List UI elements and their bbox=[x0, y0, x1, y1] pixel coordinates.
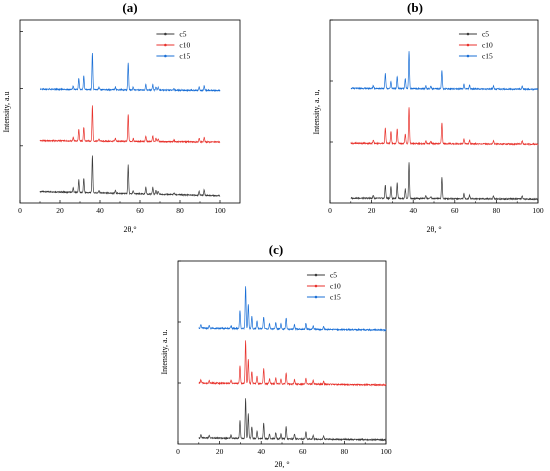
panel-c-legend-c15-marker bbox=[314, 295, 318, 299]
panel-c-y-axis-label: Intensity, a. u. bbox=[160, 329, 169, 374]
panel-b-plot-frame bbox=[329, 19, 539, 204]
panel-a-x-tick-60: 60 bbox=[136, 206, 144, 215]
panel-b-legend-c10-marker bbox=[466, 43, 470, 47]
panel-b-legend-c5-label: c5 bbox=[482, 30, 489, 39]
panel-b-x-ticks: 0 20 40 60 80 100 bbox=[328, 206, 544, 215]
panel-a-y-axis-label: Intensity, a.u bbox=[2, 91, 11, 132]
panel-c-legend-c10-marker bbox=[314, 284, 318, 288]
panel-b-x-tick-100: 100 bbox=[532, 206, 544, 215]
panel-c: (c) Intensity, a. u. 2θ, ° 0 20 40 60 80… bbox=[160, 242, 392, 469]
panel-b-series bbox=[350, 51, 539, 201]
panel-c-x-ticks: 0 20 40 60 80 100 bbox=[176, 447, 392, 456]
panel-b-y-axis-label: Intensity, a. u, bbox=[312, 89, 321, 134]
panel-a-tick-marks bbox=[19, 31, 221, 203]
panel-b-x-axis-label: 2θ, ° bbox=[426, 225, 441, 234]
panel-c-legend: c5 c10 c15 bbox=[306, 271, 341, 302]
panel-c-x-tick-0: 0 bbox=[176, 447, 180, 456]
panel-a-x-tick-20: 20 bbox=[56, 206, 64, 215]
panel-a-x-tick-80: 80 bbox=[176, 206, 184, 215]
panel-b-legend: c5 c10 c15 bbox=[458, 30, 493, 61]
panel-b-x-tick-60: 60 bbox=[451, 206, 459, 215]
panel-c-series bbox=[198, 286, 387, 442]
panel-a-legend: c5 c10 c15 bbox=[156, 30, 190, 61]
panel-a-letter: (a) bbox=[122, 0, 137, 15]
panel-a-legend-c15-label: c15 bbox=[179, 52, 190, 61]
panel-b-x-tick-0: 0 bbox=[328, 206, 332, 215]
panel-b-series-c5-line bbox=[350, 162, 539, 201]
panel-c-legend-c5-label: c5 bbox=[330, 271, 337, 280]
panel-c-plot-frame bbox=[177, 260, 387, 445]
panel-c-series-c10-line bbox=[198, 340, 387, 387]
panel-a-legend-c5-marker bbox=[164, 32, 167, 36]
panel-a-x-axis-label: 2θ,° bbox=[123, 225, 136, 234]
panel-a-x-tick-0: 0 bbox=[18, 206, 22, 215]
panel-a-series-c5-line bbox=[39, 155, 221, 198]
panel-b-x-tick-40: 40 bbox=[409, 206, 417, 215]
panel-c-letter: (c) bbox=[269, 242, 283, 257]
panel-c-series-c5-line bbox=[198, 398, 387, 442]
panel-a-x-ticks: 0 20 40 60 80 100 bbox=[18, 206, 226, 215]
panel-c-tick-marks bbox=[177, 260, 387, 444]
panel-a-plot-frame bbox=[19, 19, 241, 204]
panel-b-x-tick-20: 20 bbox=[368, 206, 376, 215]
panel-c-x-tick-60: 60 bbox=[299, 447, 307, 456]
panel-c-legend-c10-label: c10 bbox=[330, 282, 341, 291]
panel-c-x-axis-label: 2θ, ° bbox=[274, 460, 289, 469]
panel-b-letter: (b) bbox=[407, 0, 423, 15]
panel-b-legend-c15-label: c15 bbox=[482, 52, 493, 61]
panel-b-legend-c10-label: c10 bbox=[482, 41, 493, 50]
panel-b-x-tick-80: 80 bbox=[493, 206, 501, 215]
panel-b-series-c10-line bbox=[350, 107, 539, 146]
panel-c-x-tick-40: 40 bbox=[257, 447, 265, 456]
panel-b-series-c15-line bbox=[350, 51, 539, 92]
panel-b-tick-marks bbox=[329, 19, 539, 203]
panel-b-legend-c15-marker bbox=[466, 54, 470, 58]
panel-c-x-tick-20: 20 bbox=[216, 447, 224, 456]
panel-a-series bbox=[39, 52, 221, 198]
panel-a: (a) Intensity, a.u 2θ,° 0 20 40 60 80 10… bbox=[2, 0, 241, 234]
panel-a-legend-c5-label: c5 bbox=[179, 30, 186, 39]
panel-c-legend-c15-label: c15 bbox=[330, 293, 341, 302]
panel-a-legend-c10-marker bbox=[164, 43, 167, 47]
panel-b-legend-c5-marker bbox=[466, 32, 470, 36]
panel-c-x-tick-100: 100 bbox=[380, 447, 392, 456]
panel-c-legend-c5-marker bbox=[314, 273, 318, 277]
panel-a-legend-c10-label: c10 bbox=[179, 41, 190, 50]
panel-a-x-tick-100: 100 bbox=[214, 206, 226, 215]
panel-a-legend-c15-marker bbox=[164, 54, 167, 58]
panel-a-x-tick-40: 40 bbox=[96, 206, 104, 215]
panel-c-x-tick-80: 80 bbox=[341, 447, 349, 456]
panel-b: (b) Intensity, a. u, 2θ, ° 0 20 40 60 80… bbox=[312, 0, 544, 234]
panel-c-series-c15-line bbox=[198, 286, 387, 332]
panel-a-series-c15-line bbox=[39, 52, 221, 93]
panel-a-series-c10-line bbox=[39, 105, 221, 144]
